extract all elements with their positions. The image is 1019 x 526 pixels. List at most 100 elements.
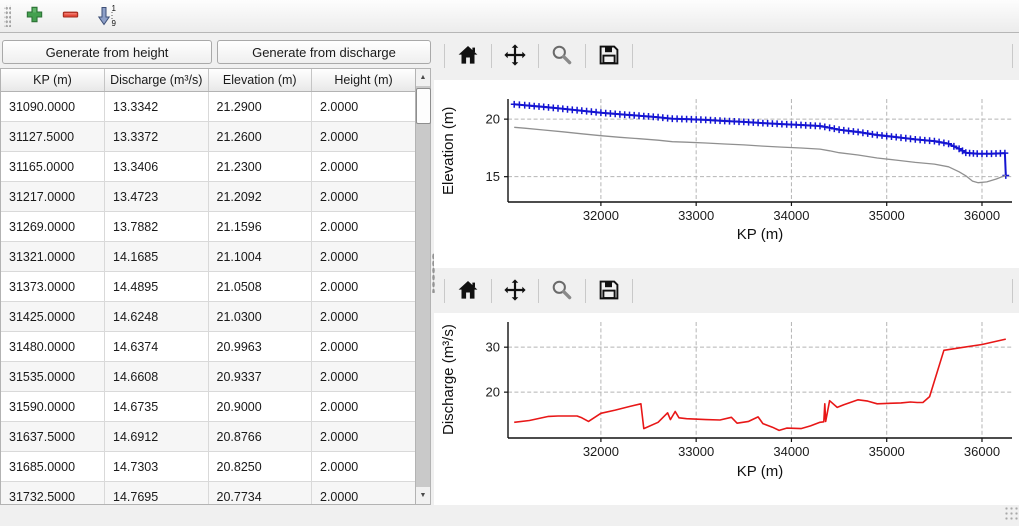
elevation-plot: 32000 33000 34000 35000 36000 15 20 [486,99,1012,223]
discharge-figure[interactable]: 32000 33000 34000 35000 36000 20 30 Discharge … [434,313,1019,505]
generate-from-discharge-button[interactable]: Generate from discharge [217,40,431,64]
table-cell[interactable]: 21.1004 [208,241,312,272]
table-cell[interactable]: 14.1685 [104,241,209,272]
toolbar-drag-handle[interactable] [4,5,11,27]
table-cell[interactable]: 20.8250 [208,451,312,482]
table-cell[interactable]: 31637.5000 [1,421,105,452]
table-cell[interactable]: 31685.0000 [1,451,105,482]
generate-from-height-button[interactable]: Generate from height [2,40,212,64]
table-cell[interactable]: 21.0300 [208,301,312,332]
column-header[interactable]: KP (m) [1,69,105,92]
save-button[interactable] [593,277,625,305]
table-cell[interactable]: 31732.5000 [1,481,105,504]
table-cell[interactable]: 2.0000 [311,91,415,122]
zoom-icon [550,278,574,305]
table-cell[interactable]: 2.0000 [311,211,415,242]
column-header[interactable]: Elevation (m) [208,69,312,92]
splitter-handle-dots [432,253,435,293]
table-cell[interactable]: 13.3372 [104,121,209,152]
elevation-y-axis-label: Elevation (m) [440,106,457,195]
table-row: 31637.5000 14.6912 20.8766 2.0000 [1,421,415,452]
zoom-button[interactable] [546,42,578,70]
scrollbar-thumb[interactable] [416,88,431,124]
table-cell[interactable]: 31217.0000 [1,181,105,212]
table-cell[interactable]: 20.7734 [208,481,312,504]
sort-rows-button[interactable]: 1 9 [91,3,121,30]
pan-icon [503,278,527,305]
table-cell[interactable]: 2.0000 [311,391,415,422]
table-scrollbar[interactable]: ▲ ▼ [415,68,431,505]
scroll-up-button[interactable]: ▲ [416,69,430,86]
table-cell[interactable]: 21.1596 [208,211,312,242]
column-header[interactable]: Discharge (m³/s) [104,69,209,92]
home-icon [456,43,480,70]
table-cell[interactable]: 2.0000 [311,451,415,482]
table-cell[interactable]: 21.0508 [208,271,312,302]
home-button[interactable] [452,42,484,70]
table-cell[interactable]: 14.6374 [104,331,209,362]
svg-text:20: 20 [486,112,500,127]
table-cell[interactable]: 31425.0000 [1,301,105,332]
table-cell[interactable]: 2.0000 [311,241,415,272]
table-cell[interactable]: 14.7303 [104,451,209,482]
toolbar-separator [538,279,539,303]
table-cell[interactable]: 31165.0000 [1,151,105,182]
svg-text:32000: 32000 [583,208,619,223]
table-cell[interactable]: 13.4723 [104,181,209,212]
table-cell[interactable]: 14.6735 [104,391,209,422]
table-toolbar: 1 9 [0,0,1019,33]
table-cell[interactable]: 14.6248 [104,301,209,332]
table-cell[interactable]: 31480.0000 [1,331,105,362]
table-cell[interactable]: 13.3342 [104,91,209,122]
table-cell[interactable]: 2.0000 [311,361,415,392]
table-header: KP (m) Discharge (m³/s) Elevation (m) Heigh… [1,69,415,92]
table-cell[interactable]: 14.4895 [104,271,209,302]
table-cell[interactable]: 31373.0000 [1,271,105,302]
table-cell[interactable]: 13.7882 [104,211,209,242]
table-cell[interactable]: 31269.0000 [1,211,105,242]
add-row-button[interactable] [19,3,49,30]
table-cell[interactable]: 2.0000 [311,421,415,452]
table-cell[interactable]: 31127.5000 [1,121,105,152]
pan-button[interactable] [499,42,531,70]
table-cell[interactable]: 2.0000 [311,151,415,182]
table-cell[interactable]: 31321.0000 [1,241,105,272]
elevation-figure[interactable]: 32000 33000 34000 35000 36000 15 20 Elevation … [434,80,1019,268]
table-cell[interactable]: 14.6912 [104,421,209,452]
table-cell[interactable]: 21.2900 [208,91,312,122]
svg-text:36000: 36000 [964,444,1000,459]
remove-row-button[interactable] [55,3,85,30]
remove-icon [61,5,80,27]
table-cell[interactable]: 31090.0000 [1,91,105,122]
table-cell[interactable]: 20.9337 [208,361,312,392]
svg-text:20: 20 [486,385,500,400]
table-cell[interactable]: 14.7695 [104,481,209,504]
table-cell[interactable]: 13.3406 [104,151,209,182]
home-button[interactable] [452,277,484,305]
table-cell[interactable]: 31535.0000 [1,361,105,392]
table-cell[interactable]: 2.0000 [311,121,415,152]
window-resize-grip[interactable] [1004,506,1018,520]
table-cell[interactable]: 21.2600 [208,121,312,152]
table-cell[interactable]: 14.6608 [104,361,209,392]
table-cell[interactable]: 21.2300 [208,151,312,182]
table-cell[interactable]: 2.0000 [311,481,415,504]
table-row: 31321.0000 14.1685 21.1004 2.0000 [1,241,415,272]
table-cell[interactable]: 2.0000 [311,271,415,302]
table-cell[interactable]: 20.9000 [208,391,312,422]
table-cell[interactable]: 2.0000 [311,181,415,212]
scroll-down-button[interactable]: ▼ [416,487,430,504]
table-cell[interactable]: 31590.0000 [1,391,105,422]
save-button[interactable] [593,42,625,70]
table-cell[interactable]: 2.0000 [311,301,415,332]
column-header[interactable]: Height (m) [311,69,415,92]
panel-splitter[interactable] [431,36,437,505]
table-row: 31590.0000 14.6735 20.9000 2.0000 [1,391,415,422]
table-cell[interactable]: 20.9963 [208,331,312,362]
table-cell[interactable]: 2.0000 [311,331,415,362]
table-row: 31127.5000 13.3372 21.2600 2.0000 [1,121,415,152]
table-cell[interactable]: 21.2092 [208,181,312,212]
table-cell[interactable]: 20.8766 [208,421,312,452]
zoom-button[interactable] [546,277,578,305]
pan-button[interactable] [499,277,531,305]
